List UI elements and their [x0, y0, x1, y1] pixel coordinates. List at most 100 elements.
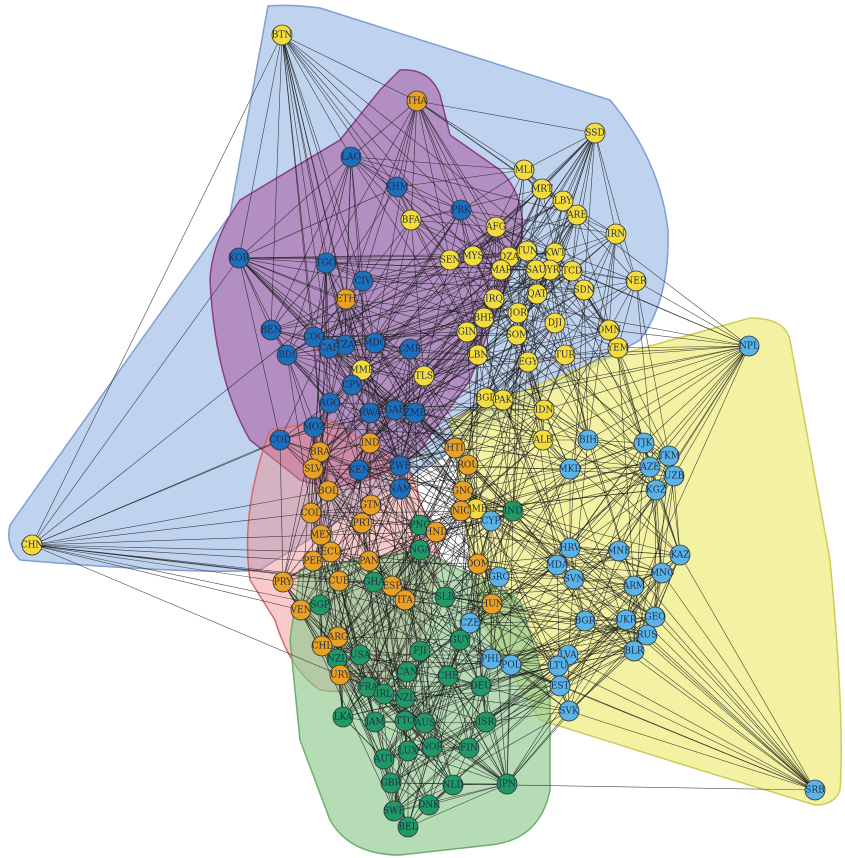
node-circle	[507, 302, 529, 324]
node-label: CHE	[437, 672, 458, 682]
node-are: ARE	[566, 204, 588, 226]
node-circle	[351, 359, 373, 381]
node-circle	[559, 537, 581, 559]
node-lux: LUX	[397, 740, 419, 762]
edge	[416, 100, 578, 216]
node-label: JAM	[364, 718, 384, 728]
node-circle	[496, 773, 518, 795]
edge	[618, 550, 816, 791]
edge	[330, 520, 492, 553]
edge	[617, 345, 750, 349]
node-label: BIH	[579, 436, 597, 446]
node-label: THA	[407, 97, 428, 107]
edge	[447, 675, 470, 749]
node-label: MDG	[363, 339, 387, 349]
edge	[635, 280, 657, 491]
node-ben: BEN	[260, 319, 282, 341]
edge	[428, 783, 508, 806]
node-label: POL	[501, 661, 520, 671]
edge	[587, 439, 635, 587]
edge	[573, 578, 627, 621]
node-circle	[554, 344, 576, 366]
edge	[625, 619, 816, 791]
edge	[498, 334, 518, 578]
edge	[477, 329, 610, 356]
node-circle	[450, 199, 472, 221]
edge	[339, 522, 363, 676]
node-circle	[348, 459, 370, 481]
node-circle	[404, 402, 426, 424]
edge	[654, 616, 816, 791]
node-label: ZWE	[389, 462, 411, 472]
node-circle	[349, 644, 371, 666]
node-ita: ITA	[394, 589, 416, 611]
edge	[325, 262, 330, 349]
node-circle	[513, 159, 535, 181]
edge	[573, 578, 816, 791]
edge	[584, 475, 675, 622]
edge	[393, 783, 508, 812]
node-label: USA	[350, 651, 371, 661]
edge	[238, 257, 327, 264]
node-sdn: SDN	[573, 279, 595, 301]
node-circle	[409, 539, 431, 561]
node-kwt: KWT	[544, 242, 566, 264]
edge	[399, 488, 449, 677]
edge	[281, 34, 474, 257]
node-arm: ARM	[622, 575, 645, 597]
edge	[527, 214, 578, 363]
node-isr: ISR	[475, 711, 497, 733]
node-svk: SVK	[558, 700, 580, 722]
node-circle	[359, 432, 381, 454]
edge	[369, 219, 412, 414]
node-circle	[467, 553, 489, 575]
node-gin: GIN	[456, 321, 478, 343]
node-circle	[303, 326, 325, 348]
edge	[469, 585, 635, 624]
node-label: MRT	[531, 185, 553, 195]
edge	[536, 293, 610, 331]
node-circle	[269, 429, 291, 451]
edge	[635, 280, 750, 347]
node-circle	[320, 541, 342, 563]
node-guy: GUY	[449, 629, 471, 651]
node-irn: IRN	[605, 223, 627, 245]
node-circle	[394, 687, 416, 709]
node-label: AUT	[373, 755, 394, 765]
node-circle	[302, 550, 324, 572]
edge	[493, 298, 750, 347]
edge	[369, 442, 449, 677]
edge	[543, 233, 617, 411]
node-nga: NGA	[409, 539, 431, 561]
node-circle	[608, 540, 630, 562]
node-label: HND	[425, 528, 448, 538]
node-circle	[623, 575, 645, 597]
edge	[31, 512, 312, 546]
node-pry: PRY	[272, 571, 294, 593]
node-circle	[607, 337, 629, 359]
edge	[562, 132, 596, 202]
node-label: RUS	[637, 631, 658, 641]
edge	[485, 347, 619, 399]
node-geo: GEO	[644, 606, 666, 628]
node-caf: CAF	[318, 337, 340, 359]
edge	[345, 156, 352, 300]
node-label: PRY	[274, 578, 294, 588]
node-pol: POL	[500, 654, 522, 676]
edge	[569, 442, 645, 549]
edge	[416, 100, 596, 134]
edge	[270, 34, 283, 331]
edge	[564, 345, 750, 356]
edge	[510, 620, 586, 666]
edge	[320, 465, 401, 536]
node-label: TGO	[316, 259, 337, 269]
edge	[423, 354, 566, 377]
edge	[313, 262, 327, 338]
node-label: ITA	[397, 596, 413, 606]
node-circle	[303, 416, 325, 438]
edge	[374, 342, 456, 449]
edge	[568, 650, 635, 712]
edge	[468, 685, 482, 749]
edge	[490, 520, 559, 667]
node-eth: ETH	[335, 288, 357, 310]
